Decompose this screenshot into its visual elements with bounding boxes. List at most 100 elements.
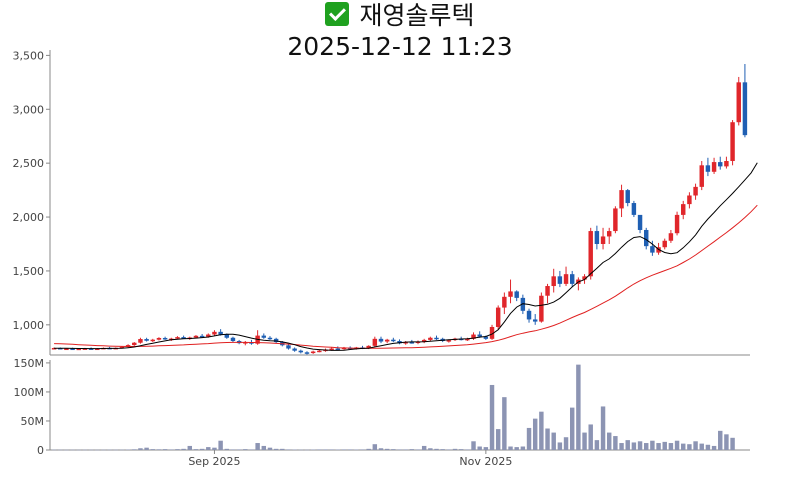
candle-body [138,339,143,343]
volume-y-tick-label: 150M [14,357,45,370]
volume-bar [495,429,501,450]
volume-bar [551,432,556,450]
candle-body [613,208,618,232]
candle-body [520,297,526,311]
volume-bar [224,448,230,450]
volume-bar [594,440,600,450]
candle-body [273,338,279,343]
volume-bar [637,441,643,450]
candle-body [532,319,538,322]
candle-body [310,351,316,354]
volume-bar [619,443,624,450]
volume-bar [730,437,735,450]
volume-bar [724,434,729,450]
candle-body [631,203,637,215]
volume-bar [206,447,211,450]
volume-bar [440,449,445,450]
volume-bar [545,428,550,450]
volume-bar [144,447,149,450]
volume-bar [489,384,495,450]
volume-bar [280,448,285,450]
candle-body [557,276,563,284]
volume-bar [539,411,544,450]
volume-bar [76,449,81,451]
volume-y-tick-label: 100M [14,386,45,399]
volume-bar [471,441,476,450]
candle-body [644,229,649,247]
candle-body [569,274,575,284]
volume-bar [582,432,587,450]
volume-bar [465,449,470,450]
candle-body [483,336,489,339]
candle-body [606,231,612,237]
candle-body [88,348,94,350]
volume-bar [681,443,686,450]
volume-bar [132,449,137,450]
candle-body [76,348,81,351]
candle-body [724,161,729,167]
volume-bar [181,448,186,450]
candle-body [526,310,532,320]
volume-bar [588,424,593,450]
candle-body [514,291,519,298]
candle-body [409,342,415,344]
volume-y-tick-label: 50M [21,415,45,428]
candle-body [594,231,600,244]
candle-body [119,346,125,349]
price-y-tick-label: 3,500 [13,49,45,62]
volume-bars [51,364,735,451]
volume-bar [600,406,606,450]
volume-bar [249,449,254,450]
candle-body [625,190,630,204]
volume-bar [187,445,193,450]
price-y-tick-label: 3,000 [13,103,45,116]
candle-body [341,347,347,350]
volume-bar [650,440,655,450]
candle-body [508,291,513,297]
volume-bar [452,448,458,450]
volume-bar [329,449,334,450]
volume-bar [434,448,439,450]
volume-bar [656,443,661,450]
check-mark-icon [325,2,350,26]
candle-body [64,348,69,351]
candle-body [650,246,655,253]
volume-bar [107,449,112,451]
candle-body [212,331,217,335]
volume-bar [255,443,260,450]
x-axis-ticks: Sep 2025 Nov 2025 [188,450,512,468]
volume-bar [51,449,57,451]
volume-bar [113,449,118,451]
volume-bar [138,448,143,450]
volume-bar [428,448,433,450]
volume-bar [606,432,612,450]
volume-bar [662,441,667,450]
candle-body [681,204,686,215]
candle-body [699,165,704,187]
chart-title: 재영솔루텍 2025-12-12 11:23 [0,0,800,62]
x-tick-label: Sep 2025 [188,455,240,468]
candle-body [563,274,569,284]
candle-body [261,335,267,338]
volume-bar [82,449,88,451]
candle-body [711,162,717,172]
price-y-tick-label: 2,000 [13,211,45,224]
candle-body [730,122,735,162]
volume-bar [693,441,698,450]
volume-bar [193,449,199,450]
volume-bar [286,449,291,450]
candle-body [489,326,495,339]
volume-bar [273,448,279,450]
volume-bar [119,449,125,451]
ma-long-line [54,204,758,349]
volume-bar [341,449,347,450]
candle-body [335,348,341,351]
candle-body [199,335,205,338]
volume-bar [212,447,217,450]
candle-body [742,82,748,136]
volume-bar [576,364,581,450]
candle-body [125,345,131,347]
volume-bar [557,442,563,450]
candle-body [668,233,674,241]
